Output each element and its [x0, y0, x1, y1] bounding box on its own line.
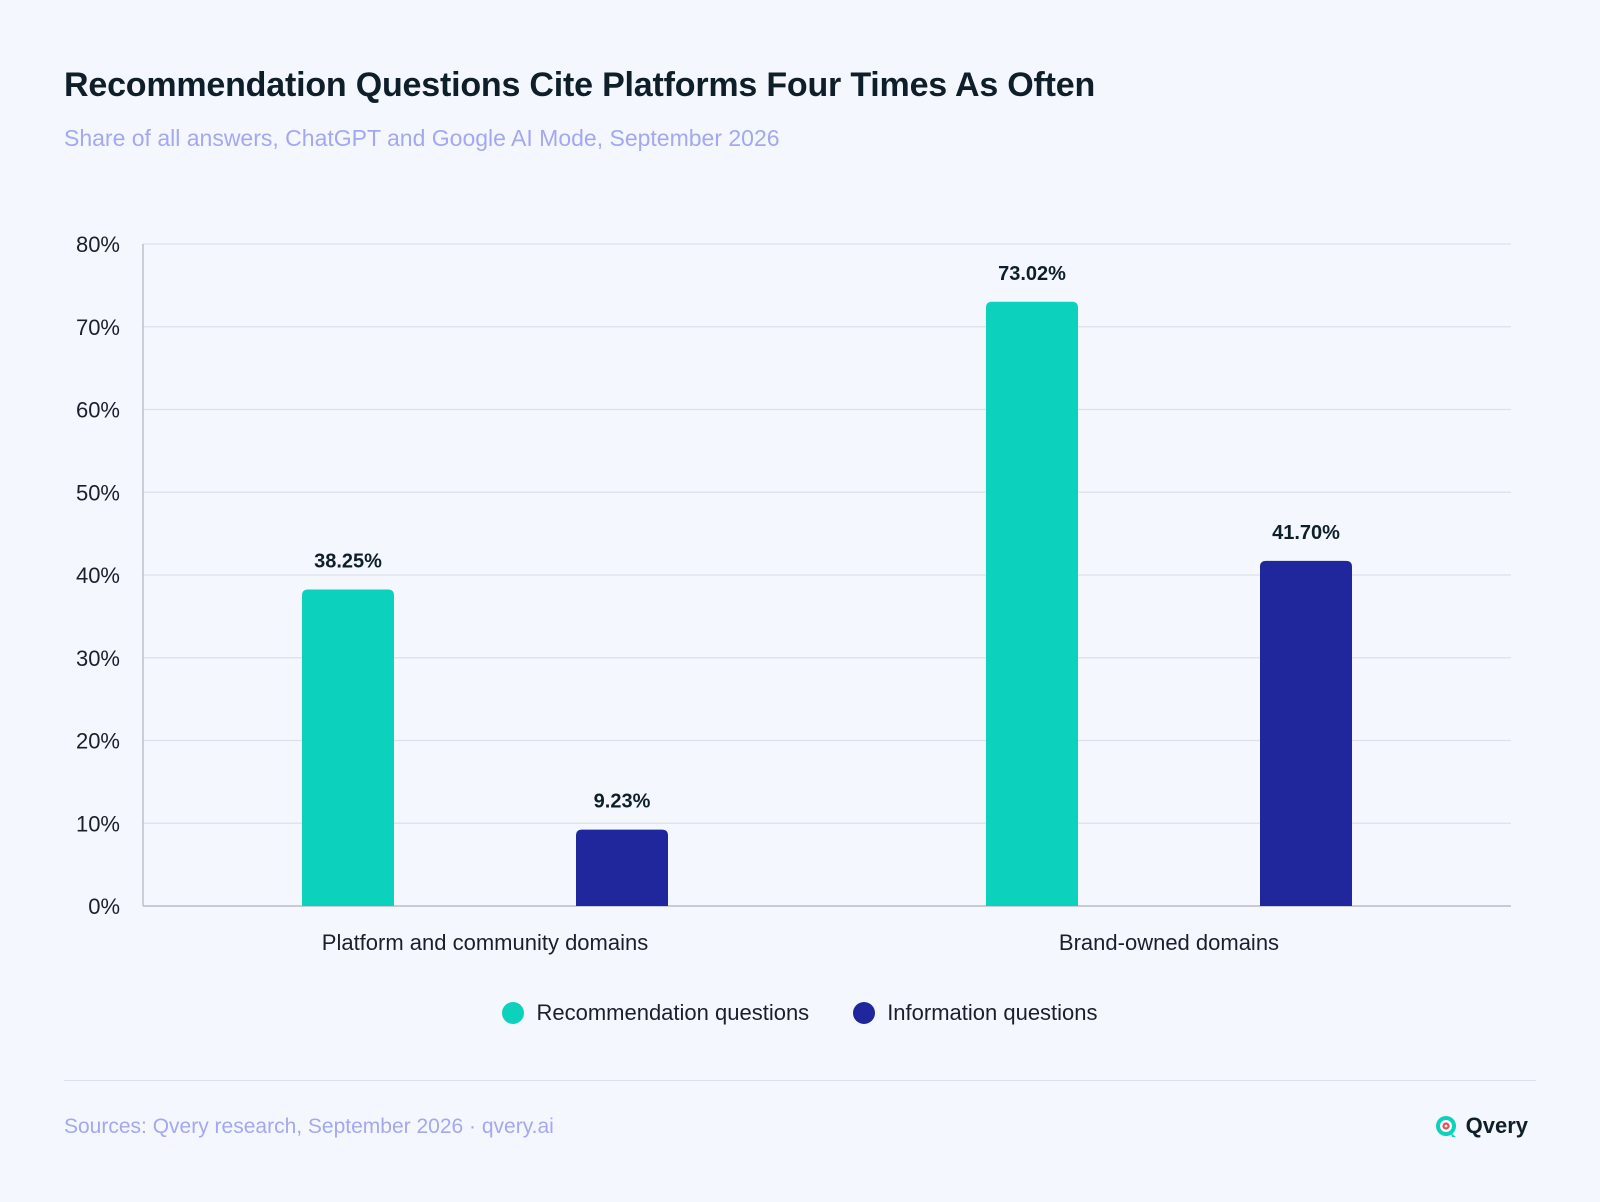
y-axis-ticks: 0% 10% 20% 30% 40% 50% 60% 70% 80%	[76, 232, 120, 919]
y-tick-label: 50%	[76, 480, 120, 505]
data-label: 73.02%	[998, 263, 1066, 285]
x-category-label: Platform and community domains	[322, 930, 648, 955]
data-label: 38.25%	[314, 550, 382, 572]
bar-information	[1260, 560, 1352, 906]
legend-swatch-recommendation	[502, 1002, 525, 1024]
y-tick-label: 80%	[76, 232, 120, 257]
legend-swatch-information	[853, 1002, 876, 1024]
bar-chart: 0% 10% 20% 30% 40% 50% 60% 70% 80% 38.25% 9.23% 73…	[76, 232, 1511, 955]
chart-subtitle: Share of all answers, ChatGPT and Google…	[64, 125, 780, 151]
footer-divider	[64, 1080, 1536, 1081]
brand: Qvery	[1434, 1113, 1528, 1139]
chart-title: Recommendation Questions Cite Platforms …	[64, 66, 1096, 104]
x-category-label: Brand-owned domains	[1059, 930, 1279, 955]
data-label: 9.23%	[594, 791, 651, 813]
footer-source: Sources: Qvery research, September 2026 …	[64, 1115, 554, 1138]
bar-recommendation	[986, 301, 1078, 906]
bar-recommendation	[302, 589, 394, 906]
x-axis-categories: Platform and community domains Brand-owne…	[322, 930, 1279, 955]
legend-label-recommendation: Recommendation questions	[536, 1000, 810, 1025]
y-tick-label: 70%	[76, 315, 120, 340]
y-tick-label: 20%	[76, 729, 120, 754]
legend: Recommendation questions Information que…	[0, 1000, 1600, 1026]
y-tick-label: 30%	[76, 646, 120, 671]
brand-name: Qvery	[1465, 1113, 1528, 1138]
y-tick-label: 40%	[76, 563, 120, 588]
legend-item-recommendation: Recommendation questions	[502, 1000, 809, 1026]
y-tick-label: 60%	[76, 398, 120, 423]
data-label: 41.70%	[1272, 522, 1340, 544]
y-tick-label: 0%	[88, 894, 120, 919]
legend-item-information: Information questions	[853, 1000, 1098, 1026]
bars	[302, 301, 1352, 906]
qvery-logo-icon	[1435, 1116, 1456, 1137]
legend-label-information: Information questions	[887, 1000, 1098, 1025]
y-tick-label: 10%	[76, 811, 120, 836]
data-labels: 38.25% 9.23% 73.02% 41.70%	[314, 263, 1340, 813]
bar-information	[576, 829, 668, 906]
